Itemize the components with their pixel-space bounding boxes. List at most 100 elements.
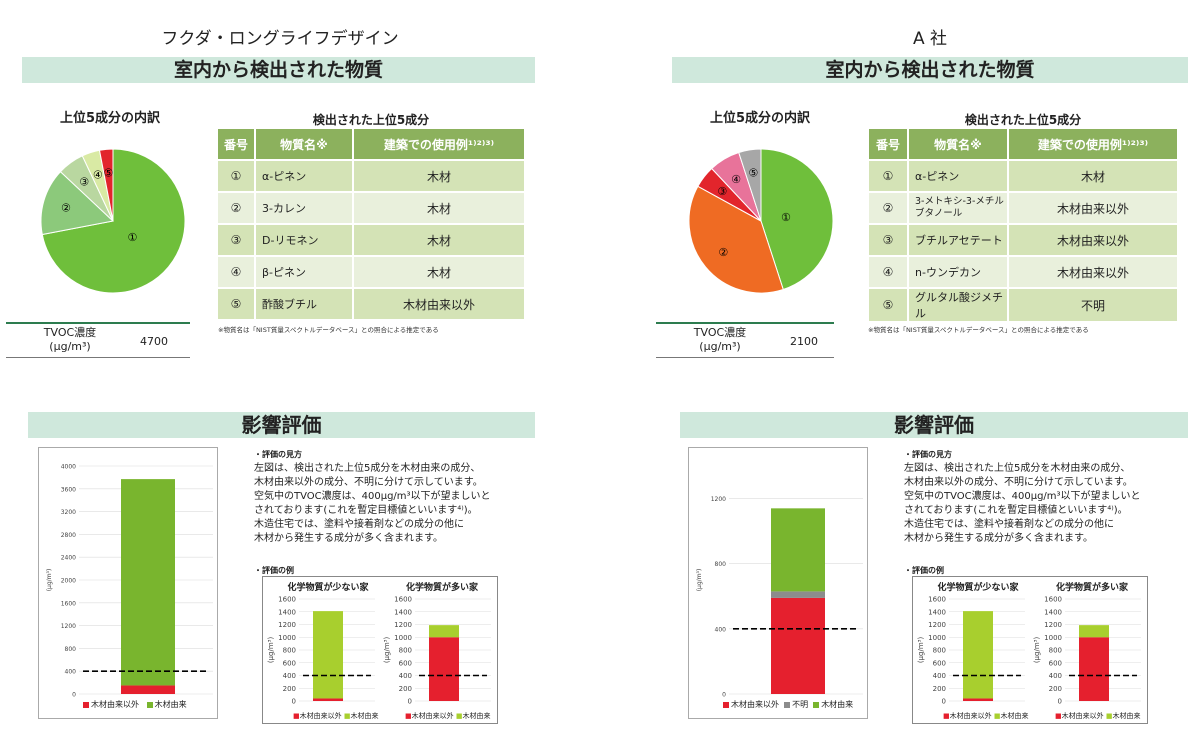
y-tick-label: 1400 [928, 608, 946, 616]
legend-label-nonwood: 木材由来以外 [731, 700, 779, 709]
description-line: 木材由来以外の成分、不明に分けて示しています。 [254, 477, 483, 488]
description-line: 木造住宅では、塗料や接着剤などの成分の他に [904, 519, 1114, 530]
tvoc-label-right: TVOC濃度 (μg/m³) [670, 326, 770, 354]
y-tick-label: 1600 [928, 596, 946, 604]
detected-banner-right: 室内から検出された物質 [672, 57, 1188, 83]
row-number: ⑤ [867, 287, 909, 323]
pie-slice-2 [688, 185, 784, 294]
y-tick-label: 1600 [61, 600, 76, 607]
table-row: ④ n-ウンデカン 木材由来以外 [867, 255, 1179, 289]
bar-segment-2 [429, 625, 459, 638]
pie-label-2: ② [718, 246, 728, 259]
example-legend-many: ■木材由来以外 ■木材由来 [405, 712, 491, 720]
tvoc-unit-text: (μg/m³) [699, 340, 741, 353]
row-usage: 木材 [352, 223, 526, 257]
bar-segment-2 [1079, 625, 1109, 638]
y-tick-label: 400 [399, 672, 412, 680]
description-line: 木材から発生する成分が多く含まれます。 [904, 533, 1093, 544]
header-usage: 建築での使用例¹⁾²⁾³⁾ [1007, 127, 1179, 161]
pie-label-4: ④ [93, 168, 103, 181]
table-title-right: 検出された上位5成分 [964, 113, 1082, 127]
header-substance: 物質名※ [907, 127, 1009, 161]
y-tick-label: 1600 [278, 596, 296, 604]
y-tick-label: 0 [942, 698, 946, 706]
bar-segment-1 [121, 685, 175, 694]
y-tick-label: 1200 [711, 496, 726, 503]
row-number: ② [867, 191, 909, 225]
eval-chart-box-left: 0 400 800 1200 1600 2000 2400 2800 3200 3600 4000 (… [38, 447, 218, 719]
y-tick-label: 1000 [1044, 634, 1062, 642]
tvoc-rule-top-right [656, 322, 834, 324]
legend-right: 木材由来以外 不明 木材由来 [723, 699, 853, 710]
row-substance: D-リモネン [254, 223, 354, 257]
example-chart-few: 0 200 400 600 800 1000 1200 1400 1600 (μg/m³) [267, 596, 375, 706]
company-name-right: A 社 [912, 29, 948, 49]
row-substance: α-ピネン [907, 159, 1009, 193]
table-row: ① α-ピネン 木材 [216, 159, 526, 193]
example-title-many: 化学物質が多い家 [405, 583, 478, 593]
y-axis-label: (μg/m³) [917, 637, 925, 664]
row-usage: 木材由来以外 [352, 287, 526, 321]
pie-label-3: ③ [717, 185, 727, 198]
table-row: ① α-ピネン 木材 [867, 159, 1179, 193]
y-tick-label: 800 [283, 647, 296, 655]
y-tick-label: 1200 [278, 621, 296, 629]
y-tick-label: 1200 [61, 623, 76, 630]
pie-chart-right: ① ② ③④ ⑤ [688, 148, 834, 294]
header-usage: 建築での使用例¹⁾²⁾³⁾ [352, 127, 526, 161]
header-number: 番号 [216, 127, 256, 161]
legend-left: 木材由来以外 木材由来 [83, 699, 187, 710]
y-tick-label: 600 [1049, 659, 1062, 667]
row-number: ⑤ [216, 287, 256, 321]
y-tick-label: 1200 [928, 621, 946, 629]
bar-segment-2 [121, 479, 175, 686]
y-tick-label: 800 [65, 646, 77, 653]
table-row: ③ D-リモネン 木材 [216, 223, 526, 257]
tvoc-value-left: 4700 [140, 335, 168, 348]
y-tick-label: 1400 [394, 608, 412, 616]
row-number: ① [867, 159, 909, 193]
description-line: 左図は、検出された上位5成分を木材由来の成分、 [904, 463, 1131, 474]
bar-segment-1 [1079, 637, 1109, 701]
row-number: ④ [867, 255, 909, 289]
y-tick-label: 400 [1049, 672, 1062, 680]
legend-label-wood: 木材由来 [154, 700, 187, 709]
legend-swatch-nonwood [83, 701, 89, 708]
y-tick-label: 2400 [61, 555, 76, 562]
pie-chart-left: ① ②③④ ⑤ [40, 148, 186, 294]
y-tick-label: 1600 [1044, 596, 1062, 604]
tvoc-rule-bottom-right [656, 357, 834, 358]
y-axis-label: (μg/m³) [46, 569, 53, 592]
bar-segment-1 [313, 698, 343, 701]
tvoc-rule-bottom-left [6, 357, 190, 358]
bar-segment-3 [771, 508, 825, 592]
legend-swatch-wood [146, 701, 153, 708]
description-line: されております(これを暫定目標値といいます⁴⁾)。 [254, 505, 478, 516]
y-tick-label: 0 [722, 692, 726, 699]
pie-title-left: 上位5成分の内訳 [59, 111, 161, 126]
row-substance: グルタル酸ジメチル [907, 287, 1009, 323]
y-tick-label: 600 [399, 659, 412, 667]
description-line: 空気中のTVOC濃度は、400μg/m³以下が望ましいと [904, 491, 1141, 502]
description-line: 木材由来以外の成分、不明に分けて示しています。 [904, 477, 1133, 488]
y-tick-label: 1000 [394, 634, 412, 642]
y-tick-label: 800 [399, 647, 412, 655]
row-number: ① [216, 159, 256, 193]
table-row: ⑤ グルタル酸ジメチル 不明 [867, 287, 1179, 323]
row-usage: 木材 [352, 191, 526, 225]
y-tick-label: 200 [399, 685, 412, 693]
example-box-left: 化学物質が少ない家 化学物質が多い家 0 200 400 600 800 1000 1200… [262, 576, 498, 724]
pie-label-2: ② [61, 201, 71, 214]
table-row: ② 3-カレン 木材 [216, 191, 526, 225]
company-name-left: フクダ・ロングライフデザイン [161, 29, 399, 49]
y-tick-label: 2800 [61, 532, 76, 539]
eval-bar-chart-right: 0 400 800 1200 (μg/m³) [696, 496, 863, 699]
row-substance: α-ピネン [254, 159, 354, 193]
pie-label-1: ① [127, 231, 137, 244]
y-tick-label: 1000 [278, 634, 296, 642]
row-substance: 3-カレン [254, 191, 354, 225]
y-tick-label: 200 [933, 685, 946, 693]
y-axis-label: (μg/m³) [696, 569, 703, 592]
example-heading-left: ・評価の例 [254, 564, 294, 578]
tvoc-rule-top-left [6, 322, 190, 324]
